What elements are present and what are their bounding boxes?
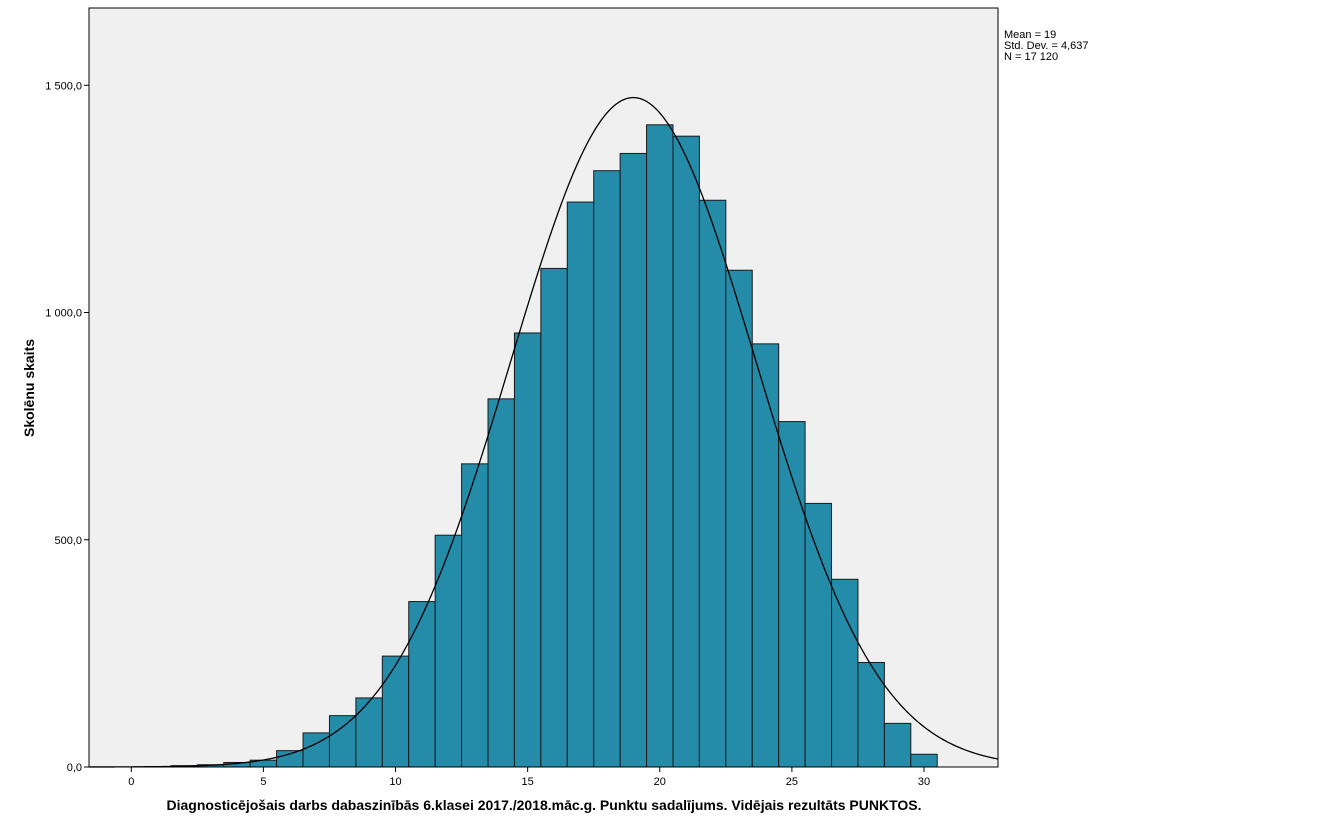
x-tick-label-30: 30 [918, 776, 930, 788]
histogram-bar-27 [831, 578, 859, 768]
histogram-bar-22 [698, 199, 727, 768]
histogram-bar-12 [434, 534, 463, 768]
x-tick-label-20: 20 [654, 776, 666, 788]
histogram-bar-24 [751, 343, 780, 768]
y-axis-title: Skolēnu skaits [21, 339, 37, 437]
histogram-bar-29 [883, 722, 912, 768]
histogram-bars [143, 124, 938, 768]
histogram-bar-23 [725, 269, 753, 768]
x-tick-label-0: 0 [128, 776, 134, 788]
stat-std-dev: Std. Dev. = 4,637 [1004, 40, 1089, 52]
x-tick-label-15: 15 [522, 776, 534, 788]
histogram-bar-15 [513, 332, 542, 768]
histogram-bar-17 [566, 201, 595, 768]
y-tick-label-0: 0,0 [67, 762, 82, 774]
histogram-bar-11 [408, 601, 436, 768]
histogram-bar-21 [672, 135, 700, 768]
histogram-bar-26 [804, 502, 833, 768]
histogram-bar-9 [355, 697, 383, 768]
y-tick-label-1500: 1 500,0 [45, 80, 82, 92]
x-tick-label-5: 5 [260, 776, 266, 788]
histogram-bar-19 [619, 152, 648, 768]
histogram-bar-25 [778, 421, 806, 768]
histogram-bar-10 [381, 655, 410, 768]
x-axis-title: Diagnosticējošais darbs dabaszinībās 6.k… [166, 797, 921, 813]
x-axis: 0 5 10 15 20 25 30 [128, 767, 930, 788]
y-tick-label-1000: 1 000,0 [45, 308, 82, 320]
histogram-bar-18 [593, 170, 621, 768]
histogram-bar-16 [540, 267, 568, 768]
plot-frame [88, 7, 999, 768]
stat-mean: Mean = 19 [1004, 29, 1056, 41]
histogram-bar-28 [857, 661, 885, 768]
histogram-bar-8 [328, 715, 357, 768]
histogram-bar-13 [461, 463, 489, 768]
stats-box: Mean = 19 Std. Dev. = 4,637 N = 17 120 [1004, 29, 1089, 63]
y-tick-label-500: 500,0 [54, 535, 82, 547]
stat-n: N = 17 120 [1004, 51, 1058, 63]
histogram-bar-14 [487, 398, 515, 768]
histogram-bar-20 [646, 124, 674, 768]
y-axis: 0,0 500,0 1 000,0 1 500,0 [45, 80, 89, 774]
normal-curve [88, 96, 999, 768]
histogram-bar-30 [910, 753, 938, 768]
histogram-bar-6 [276, 750, 304, 768]
x-tick-label-10: 10 [389, 776, 401, 788]
x-tick-label-25: 25 [786, 776, 798, 788]
